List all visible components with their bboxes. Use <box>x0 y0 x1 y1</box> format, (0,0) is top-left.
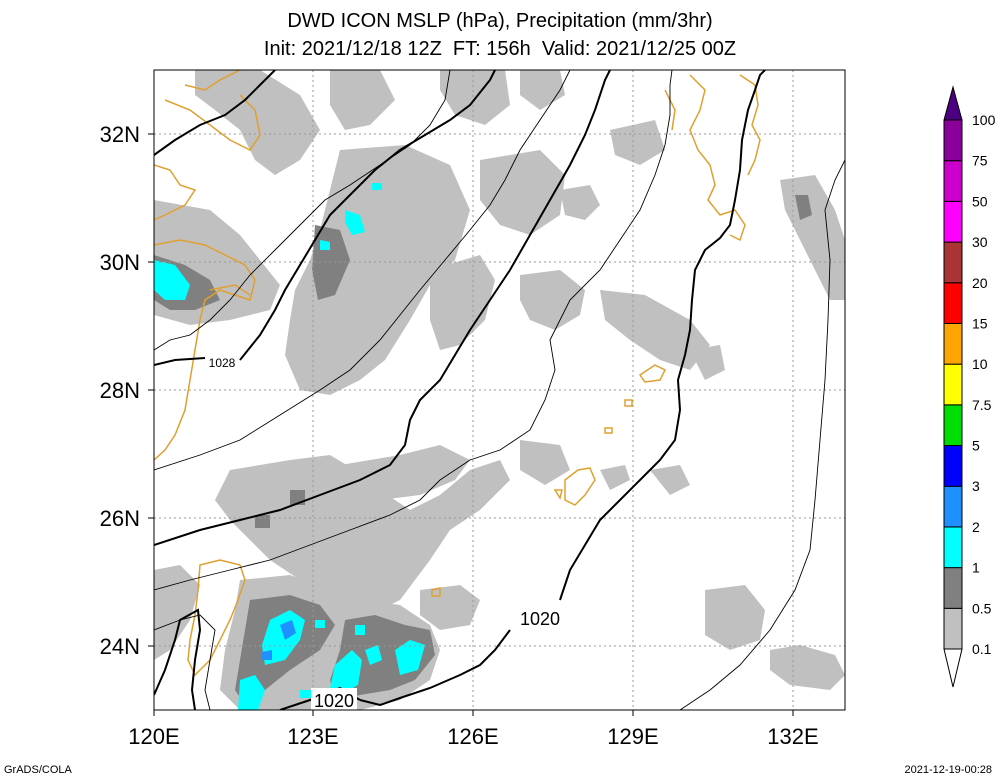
lat-tick-label: 26N <box>100 506 140 531</box>
isobars-thick <box>154 70 766 710</box>
isobars-thin <box>154 70 845 710</box>
lat-tick-label: 28N <box>100 378 140 403</box>
colorbar-label: 5 <box>972 438 980 454</box>
colorbar-bin <box>943 241 963 284</box>
isobar-label-1020-east: 1020 <box>520 609 560 629</box>
colorbar-bin <box>943 404 963 447</box>
map-subtitle: Init: 2021/12/18 12Z FT: 156h Valid: 202… <box>263 38 737 60</box>
colorbar-label: 7.5 <box>972 397 992 413</box>
lon-tick-label: 132E <box>767 724 818 749</box>
colorbar-bin <box>943 200 963 243</box>
lon-tick-label: 126E <box>447 724 498 749</box>
colorbar-label: 75 <box>972 153 988 169</box>
footer-credit: GrADS/COLA <box>4 764 72 776</box>
colorbar-label: 100 <box>972 112 996 128</box>
colorbar-label: 50 <box>972 193 988 209</box>
colorbar-label: 3 <box>972 478 980 494</box>
colorbar-bin <box>943 160 963 202</box>
colorbar-bin <box>943 322 963 365</box>
colorbar-bin <box>943 526 963 569</box>
colorbar-bin <box>943 119 963 162</box>
colorbar-label: 1 <box>972 560 980 576</box>
lat-tick-label: 24N <box>100 634 140 659</box>
isobar-label-1020-south: 1020 <box>314 691 354 711</box>
map-title: DWD ICON MSLP (hPa), Precipitation (mm/3… <box>287 10 713 32</box>
colorbar-bottom-triangle <box>943 648 963 688</box>
axis-ticks <box>148 133 794 716</box>
lat-tick-label: 32N <box>100 122 140 147</box>
colorbar-label: 20 <box>972 275 988 291</box>
colorbar-label: 0.1 <box>972 641 992 657</box>
colorbar-bin <box>943 607 963 650</box>
isobar-label-1028: 1028 <box>209 356 236 370</box>
footer-timestamp: 2021-12-19-00:28 <box>904 764 992 776</box>
colorbar-label: 2 <box>972 519 980 535</box>
colorbar-label: 30 <box>972 234 988 250</box>
colorbar: 0.1 0.5 1 2 3 5 7.5 10 15 20 30 50 75 100 <box>943 85 996 688</box>
colorbar-label: 10 <box>972 356 988 372</box>
colorbar-top-triangle <box>943 85 963 121</box>
lon-tick-label: 120E <box>128 724 179 749</box>
coastlines <box>154 70 761 677</box>
map-plot-area: 1028 1020 1020 <box>154 70 845 711</box>
colorbar-bin <box>943 282 963 324</box>
precip-heavy-shading <box>154 183 425 710</box>
lon-tick-label: 123E <box>287 724 338 749</box>
precip-very-heavy-shading <box>262 620 296 660</box>
lat-tick-label: 30N <box>100 250 140 275</box>
colorbar-bin <box>943 485 963 528</box>
colorbar-bin <box>943 445 963 487</box>
colorbar-label: 0.5 <box>972 600 992 616</box>
colorbar-bin <box>943 567 963 609</box>
colorbar-bin <box>943 363 963 406</box>
lon-tick-label: 129E <box>607 724 658 749</box>
colorbar-label: 15 <box>972 315 988 331</box>
gridlines <box>154 70 845 710</box>
